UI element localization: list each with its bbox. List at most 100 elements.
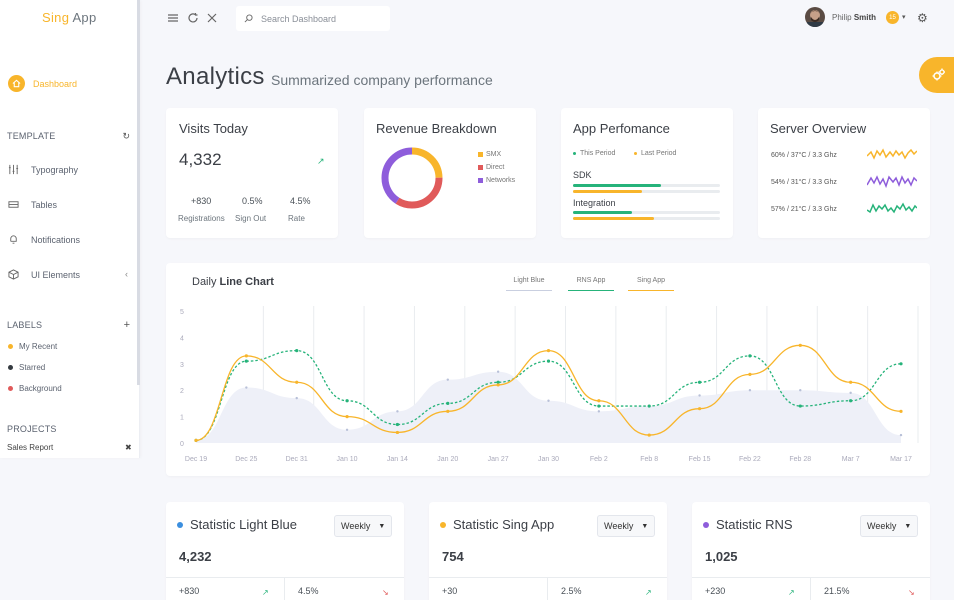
legend-this-period: This Period [573,150,615,157]
sidebar-item-dashboard[interactable]: Dashboard [8,75,77,92]
logo[interactable]: Sing App [42,10,96,25]
weekly-dropdown[interactable]: Weekly ▼ [597,515,655,537]
tab-rns-app[interactable]: RNS App [568,277,614,291]
stat-sub-value: 2.5% [561,586,582,596]
sidebar-item-tables[interactable]: Tables [8,199,57,210]
search-input[interactable]: Search Dashboard [236,6,390,31]
data-point-sing-app [798,343,802,347]
stat-value: 4.5% [290,196,311,206]
tab-light-blue[interactable]: Light Blue [506,277,552,291]
data-point-light-blue [295,396,298,400]
user-name[interactable]: Philip Smith [832,13,876,22]
data-point-light-blue [748,389,752,392]
stat-label: Rate [288,214,305,223]
data-point-light-blue [899,433,903,437]
data-point-sing-app [345,415,349,419]
x-tick-label: Jan 30 [538,456,559,463]
user-last-name: Smith [853,13,877,22]
data-point-rns-app [849,399,853,403]
refresh-icon[interactable] [187,12,199,24]
stat-sub-value: 21.5% [824,586,850,596]
divider [692,577,930,578]
data-point-rns-app [496,380,500,384]
sparkline-3 [867,202,917,214]
label-background[interactable]: Background [8,384,62,393]
close-icon[interactable] [206,12,218,24]
data-point-rns-app [899,362,903,366]
legend-direct: Direct [478,164,504,171]
stat-card-light-blue: Statistic Light Blue Weekly ▼ 4,232 +830 … [166,502,404,600]
sidebar-item-ui-elements[interactable]: UI Elements ‹ [8,269,128,280]
x-tick-label: Dec 25 [235,456,257,463]
legend-last-period: Last Period [634,150,676,157]
data-point-rns-app [647,404,651,408]
legend-label: Last Period [641,150,677,157]
weekly-dropdown[interactable]: Weekly ▼ [334,515,392,537]
gear-icon[interactable]: ⚙ [917,11,928,25]
sidebar-item-notifications[interactable]: Notifications [8,234,80,245]
legend-label: Direct [486,164,505,171]
data-point-rns-app [446,401,450,405]
server-row-label: 54% / 31°C / 3.3 Ghz [771,179,837,186]
divider [429,577,667,578]
logo-part2: App [72,10,97,25]
stat-value: 0.5% [242,196,263,206]
stat-dot [440,521,446,528]
y-tick-label: 1 [180,415,184,422]
legend-label: Networks [486,177,516,184]
dropdown-value: Weekly [867,521,897,531]
visits-card: Visits Today 4,332 ↗ +830 Registrations … [166,108,338,238]
data-point-rns-app [748,354,752,358]
avatar[interactable] [805,7,825,27]
caret-down-icon: ▼ [904,522,912,530]
arrow-up-icon: ↗ [317,156,325,166]
donut-slice-direct [381,147,443,209]
server-row-label: 57% / 21°C / 3.3 Ghz [771,206,837,213]
chevron-left-icon: ‹ [125,269,128,279]
menu-icon[interactable] [167,12,179,24]
data-point-light-blue [496,370,500,373]
stat-card-sing-app: Statistic Sing App Weekly ▼ 754 +30 ↗ 2.5… [429,502,667,600]
project-item[interactable]: Sales Report [7,443,54,452]
add-label-icon[interactable]: + [123,319,130,331]
y-tick-label: 4 [180,335,184,342]
stat-value: +830 [191,196,212,206]
data-point-sing-app [697,407,702,411]
legend-label: SMX [486,151,502,158]
data-point-sing-app [395,430,400,435]
notification-badge[interactable]: 15 [886,11,899,24]
theme-settings-button[interactable] [919,57,954,93]
card-title: Visits Today [179,121,248,136]
close-icon[interactable]: ✖ [125,443,132,452]
caret-down-icon[interactable]: ▾ [902,14,906,21]
x-tick-label: Jan 27 [488,456,509,463]
data-point-light-blue [799,389,802,392]
page-title: Analytics [166,63,265,90]
data-point-sing-app [244,354,248,358]
label-my-recent[interactable]: My Recent [8,342,57,351]
x-tick-label: Feb 2 [590,456,608,463]
sidebar-scrollbar[interactable] [137,0,140,385]
sidebar-item-typography[interactable]: Typography [8,164,78,175]
x-tick-label: Feb 8 [640,456,658,463]
data-point-light-blue [597,410,601,413]
divider [284,577,285,600]
data-point-light-blue [849,391,852,395]
data-point-sing-app [597,399,601,403]
stat-label: Registrations [178,214,225,223]
progress-this-sdk [573,184,720,187]
stat-dot [703,521,709,528]
data-point-sing-app [647,433,651,437]
stat-value: 754 [442,549,464,564]
refresh-icon[interactable]: ↻ [122,131,130,141]
perf-label: SDK [573,170,592,180]
y-tick-label: 2 [180,388,184,395]
page-subtitle: Summarized company performance [271,72,493,88]
tables-icon [8,201,19,208]
stat-title: Statistic Light Blue [190,517,297,532]
tab-sing-app[interactable]: Sing App [628,277,674,291]
weekly-dropdown[interactable]: Weekly ▼ [860,515,918,537]
label-starred[interactable]: Starred [8,363,45,372]
data-point-light-blue [245,386,248,389]
